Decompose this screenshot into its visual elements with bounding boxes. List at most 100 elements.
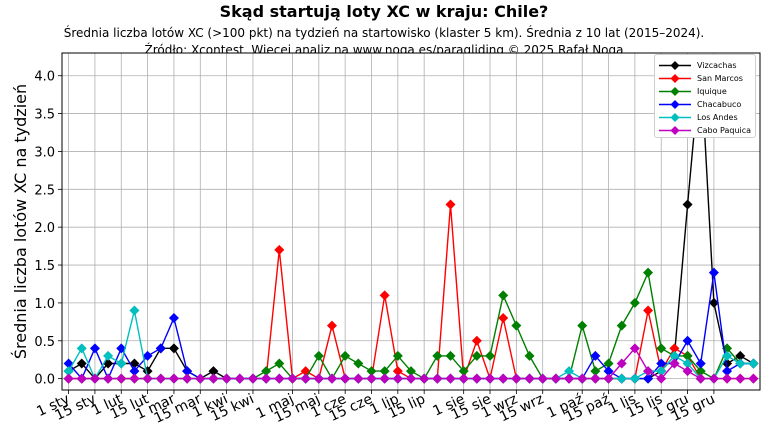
data-point: [340, 373, 351, 384]
data-point: [419, 373, 430, 384]
legend-label: Cabo Paquica: [697, 126, 752, 135]
data-point: [748, 373, 759, 384]
data-point: [116, 358, 127, 369]
data-point: [682, 335, 693, 346]
data-point: [379, 373, 390, 384]
data-point: [142, 373, 153, 384]
data-point: [550, 373, 561, 384]
data-point: [313, 373, 324, 384]
data-point: [682, 199, 693, 210]
chart-subtitle: Średnia liczba lotów XC (>100 pkt) na ty…: [63, 26, 705, 40]
data-point: [590, 366, 601, 377]
y-tick-label: 1.5: [34, 259, 55, 274]
data-point: [524, 373, 535, 384]
data-point: [616, 373, 627, 384]
data-point: [603, 366, 614, 377]
y-tick-label: 3.5: [34, 108, 55, 123]
data-point: [735, 358, 746, 369]
data-point: [287, 373, 298, 384]
chart-legend: Vizcachas San Marcos Iquique Chacabuco L…: [654, 54, 756, 138]
data-point: [353, 373, 364, 384]
data-point: [432, 373, 443, 384]
legend-marker: [659, 113, 691, 122]
data-point: [695, 366, 706, 377]
data-point: [103, 350, 114, 361]
data-point: [722, 350, 733, 361]
data-point: [63, 373, 74, 384]
data-point: [722, 373, 733, 384]
data-point: [261, 366, 272, 377]
data-point: [669, 343, 680, 354]
legend-label: Iquique: [697, 87, 727, 96]
legend-item: Cabo Paquica: [655, 124, 755, 137]
legend-item: Iquique: [655, 85, 755, 98]
y-axis-label: Średnia liczba lotów XC na tydzień: [11, 84, 30, 359]
data-point: [129, 366, 140, 377]
data-point: [366, 373, 377, 384]
data-point: [168, 313, 179, 324]
data-point: [142, 350, 153, 361]
legend-item: San Marcos: [655, 72, 755, 85]
data-point: [577, 373, 588, 384]
data-point: [300, 373, 311, 384]
data-point: [379, 366, 390, 377]
data-point: [708, 373, 719, 384]
legend-marker: [659, 100, 691, 109]
data-point: [643, 305, 654, 316]
y-tick-label: 0.5: [34, 335, 55, 350]
legend-label: Chacabuco: [697, 100, 742, 109]
axes-frame: [61, 52, 761, 391]
data-point: [735, 373, 746, 384]
data-point: [695, 358, 706, 369]
y-tick-label: 4.0: [34, 70, 55, 85]
data-point: [735, 350, 746, 361]
y-tick-label: 0.0: [34, 373, 55, 388]
data-point: [326, 373, 337, 384]
data-point: [656, 358, 667, 369]
data-point: [103, 373, 114, 384]
data-point: [629, 373, 640, 384]
data-point: [313, 350, 324, 361]
data-point: [722, 366, 733, 377]
data-point: [168, 373, 179, 384]
data-point: [221, 373, 232, 384]
data-point: [616, 320, 627, 331]
data-point: [274, 358, 285, 369]
legend-item: Vizcachas: [655, 59, 755, 72]
data-point: [195, 373, 206, 384]
data-point: [485, 350, 496, 361]
data-point: [129, 305, 140, 316]
data-point: [603, 373, 614, 384]
data-point: [458, 366, 469, 377]
data-point: [366, 366, 377, 377]
data-point: [89, 373, 100, 384]
data-point: [63, 366, 74, 377]
data-point: [155, 373, 166, 384]
data-point: [748, 358, 759, 369]
legend-marker: [659, 74, 691, 83]
data-point: [669, 350, 680, 361]
data-point: [392, 373, 403, 384]
data-point: [511, 320, 522, 331]
data-point: [392, 350, 403, 361]
legend-item: Los Andes: [655, 111, 755, 124]
data-point: [682, 350, 693, 361]
data-point: [182, 366, 193, 377]
data-point: [471, 373, 482, 384]
data-point: [76, 373, 87, 384]
data-point: [656, 343, 667, 354]
data-point: [590, 350, 601, 361]
data-point: [155, 343, 166, 354]
data-point: [353, 358, 364, 369]
data-point: [564, 366, 575, 377]
legend-label: Los Andes: [697, 113, 738, 122]
data-point: [485, 373, 496, 384]
legend-marker: [659, 61, 691, 70]
y-tick-label: 1.0: [34, 297, 55, 312]
data-point: [326, 320, 337, 331]
data-point: [616, 358, 627, 369]
y-tick-label: 3.0: [34, 145, 55, 160]
data-point: [498, 313, 509, 324]
data-point: [379, 290, 390, 301]
data-point: [708, 297, 719, 308]
